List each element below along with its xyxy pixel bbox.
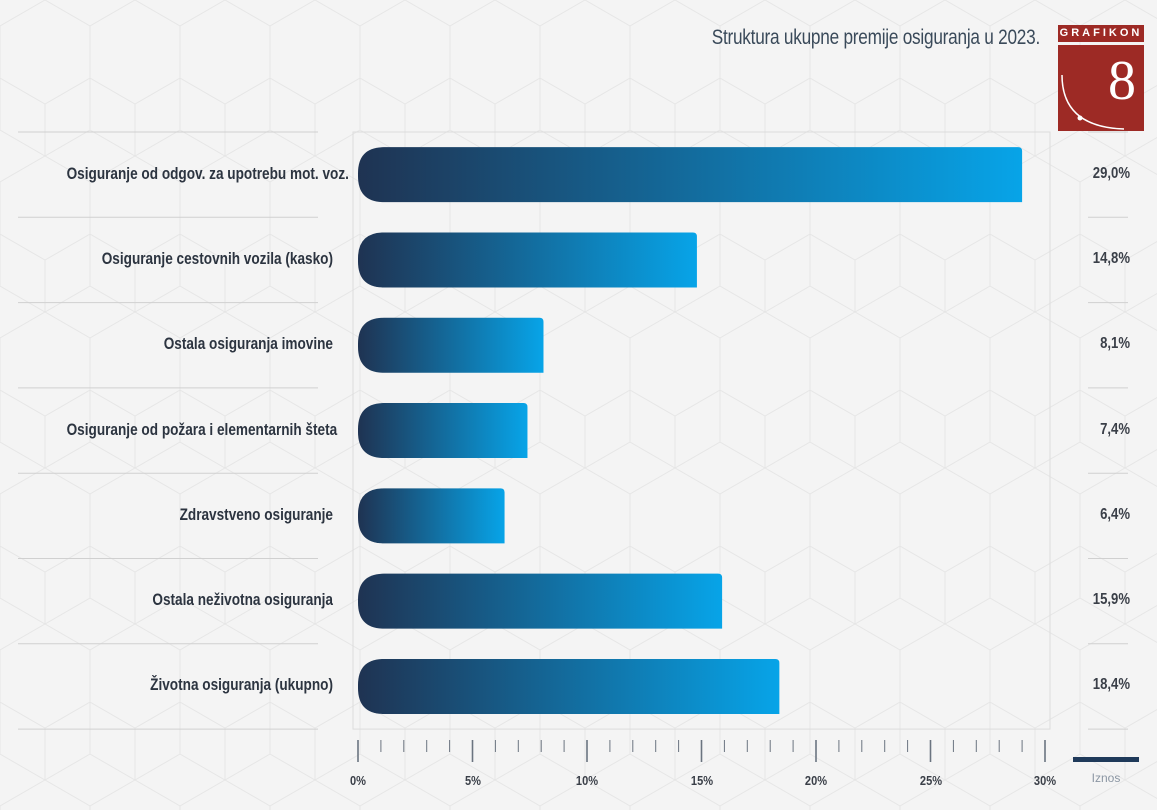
bar-5 — [358, 488, 505, 544]
category-label: Životna osiguranja (ukupno) — [150, 675, 333, 695]
value-label: 14,8% — [1092, 249, 1130, 267]
plot-frame — [352, 131, 1051, 730]
legend-label: Iznos — [1091, 771, 1121, 785]
category-label: Osiguranje od požara i elementarnih štet… — [66, 419, 338, 439]
value-label: 6,4% — [1100, 505, 1130, 523]
value-label: 29,0% — [1092, 164, 1130, 182]
category-label: Ostala neživotna osiguranja — [152, 590, 333, 610]
x-tick-label: 25% — [919, 773, 942, 788]
bar-4 — [358, 403, 528, 459]
value-label: 7,4% — [1100, 420, 1130, 438]
bar-3 — [358, 317, 544, 373]
bar-2 — [358, 232, 697, 288]
x-tick-label: 0% — [350, 773, 366, 788]
bar-1 — [358, 147, 1023, 203]
value-label: 15,9% — [1092, 591, 1130, 609]
bar-7 — [358, 658, 780, 714]
x-tick-label: 5% — [464, 773, 481, 788]
category-label: Zdravstveno osiguranje — [179, 504, 333, 524]
value-label: 18,4% — [1092, 676, 1130, 694]
chart-title: Struktura ukupne premije osiguranja u 20… — [711, 26, 1041, 49]
grafikon-badge: 8 — [1058, 45, 1144, 131]
bar-6 — [358, 573, 723, 629]
category-label: Osiguranje od odgov. za upotrebu mot. vo… — [66, 163, 349, 183]
legend-swatch — [1073, 757, 1139, 762]
x-tick-label: 10% — [575, 773, 599, 788]
x-tick-label: 30% — [1033, 773, 1057, 788]
badge-arc-icon — [1061, 74, 1125, 130]
x-tick-label: 20% — [804, 773, 828, 788]
category-label: Ostala osiguranja imovine — [163, 334, 333, 354]
category-label: Osiguranje cestovnih vozila (kasko) — [101, 248, 333, 268]
grafikon-badge-label: GRAFIKON — [1058, 25, 1144, 42]
x-tick-label: 15% — [690, 773, 713, 788]
badge-number: 8 — [1108, 50, 1136, 112]
value-label: 8,1% — [1100, 335, 1130, 353]
